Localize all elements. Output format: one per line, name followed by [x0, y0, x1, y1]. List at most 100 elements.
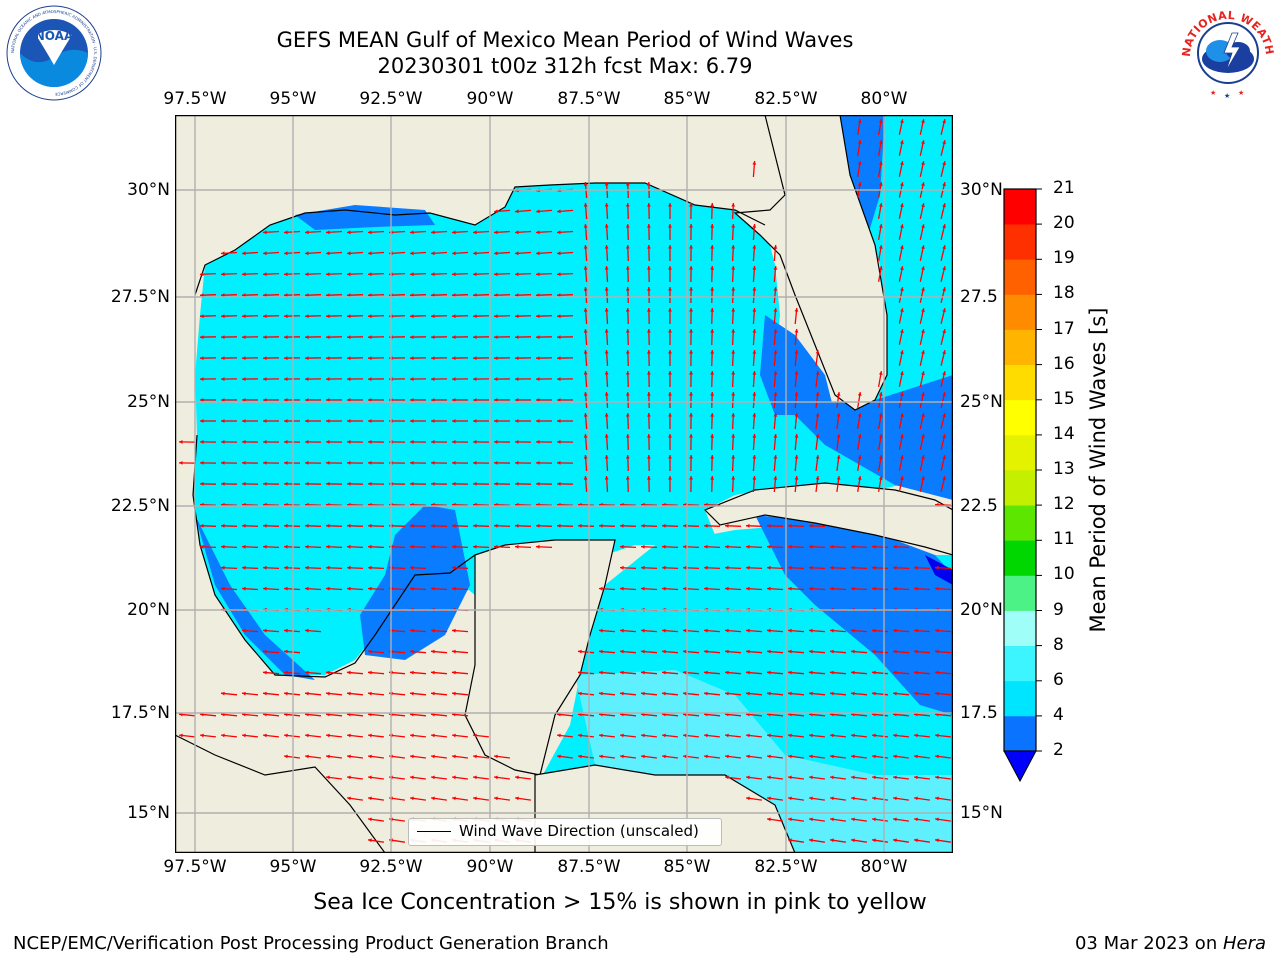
colorbar-tick-label: 4: [1053, 704, 1064, 725]
wind-arrow-head: [431, 335, 435, 339]
wind-arrow-head: [662, 523, 666, 528]
wind-arrow-head: [473, 272, 477, 277]
wind-arrow-head: [625, 224, 630, 228]
wind-arrow-head: [326, 398, 330, 402]
wind-arrow-head: [494, 523, 498, 528]
wind-arrow-head: [494, 377, 498, 381]
wind-arrow-head: [893, 565, 897, 570]
wind-arrow-head: [305, 670, 309, 675]
wind-arrow-head: [921, 224, 925, 228]
wind-arrow-head: [942, 266, 946, 271]
wind-arrow-head: [704, 733, 708, 738]
lon-label: 85°W: [663, 857, 711, 877]
wind-arrow-head: [851, 796, 855, 801]
wind-arrow-head: [452, 419, 456, 423]
wind-arrow-head: [668, 329, 672, 333]
wind-arrow-head: [731, 287, 736, 291]
wind-arrow-head: [452, 586, 456, 591]
wind-arrow-head: [872, 628, 876, 633]
wind-arrow-head: [900, 119, 904, 123]
colorbar-block: [1004, 399, 1036, 436]
wind-arrow-head: [583, 392, 588, 396]
wind-arrow-head: [668, 413, 672, 417]
wind-arrow-head: [788, 838, 792, 843]
wind-arrow-head: [410, 775, 414, 780]
wind-arrow-head: [878, 455, 883, 459]
wind-arrow-head: [647, 203, 651, 207]
wind-arrow-head: [725, 733, 729, 738]
wind-arrow-head: [263, 482, 267, 486]
wind-arrow-head: [900, 476, 904, 480]
wind-arrow-head: [942, 224, 946, 229]
wind-arrow-head: [725, 586, 729, 591]
wind-arrow-head: [557, 230, 561, 235]
wind-arrow-head: [221, 544, 225, 549]
wind-arrow-head: [284, 754, 288, 759]
wind-arrow-head: [578, 670, 582, 675]
wind-arrow-head: [625, 287, 630, 291]
colorbar-block: [1004, 575, 1036, 611]
wind-arrow-head: [557, 754, 561, 759]
wind-arrow-head: [368, 356, 372, 360]
ice-note: Sea Ice Concentration > 15% is shown in …: [313, 890, 927, 915]
wind-arrow-head: [263, 461, 267, 465]
wind-arrow-head: [410, 691, 414, 696]
wind-arrow-head: [263, 398, 267, 402]
wind-arrow-head: [893, 838, 897, 843]
wind-arrow-head: [935, 586, 939, 591]
wind-arrow-head: [620, 733, 624, 738]
wind-arrow-head: [942, 350, 946, 355]
lat-label: 20°N: [127, 600, 170, 620]
wind-arrow-head: [326, 230, 330, 235]
colorbar-tick-label: 8: [1053, 634, 1064, 655]
wind-arrow-head: [557, 356, 561, 360]
svg-text:★: ★: [1210, 89, 1216, 97]
colorbar-tick-label: 2: [1053, 740, 1064, 760]
wind-arrow-head: [368, 230, 372, 235]
wind-arrow-head: [452, 272, 456, 277]
wind-arrow-head: [668, 203, 672, 207]
wind-arrow-head: [641, 628, 645, 633]
colorbar: [1003, 188, 1042, 783]
wind-arrow-head: [242, 314, 246, 319]
colorbar-tick-label: 9: [1053, 599, 1064, 620]
wind-arrow-head: [536, 293, 540, 298]
wind-arrow-head: [704, 649, 708, 654]
wind-arrow-head: [284, 733, 288, 738]
wind-arrow-head: [921, 371, 925, 375]
wind-arrow-head: [647, 182, 651, 186]
wind-arrow-head: [710, 371, 715, 375]
lon-label: 97.5°W: [163, 857, 227, 877]
wind-arrow-head: [515, 523, 519, 528]
wind-arrow-head: [815, 392, 820, 396]
wind-arrow-head: [242, 523, 246, 528]
wind-arrow-head: [221, 565, 225, 570]
lat-label: 30°N: [127, 180, 170, 200]
footer-branch: NCEP/EMC/Verification Post Processing Pr…: [13, 933, 609, 954]
wind-arrow-head: [942, 287, 946, 292]
colorbar-block: [1004, 364, 1036, 401]
wind-arrow-head: [431, 356, 435, 360]
wind-arrow-head: [731, 455, 736, 459]
colorbar-block: [1004, 715, 1036, 752]
wind-arrow-head: [515, 440, 519, 444]
wind-arrow-head: [662, 691, 666, 696]
wind-arrow-head: [942, 371, 946, 376]
wind-arrow-head: [410, 482, 414, 486]
wind-arrow-head: [604, 392, 609, 396]
caribbean-deep: [925, 555, 953, 585]
wind-arrow-head: [857, 182, 862, 186]
florida-land: [733, 115, 888, 411]
wind-arrow-head: [410, 314, 414, 319]
wind-arrow-head: [914, 586, 918, 591]
wind-arrow-head: [305, 440, 309, 444]
wind-arrow-head: [515, 209, 519, 214]
wind-arrow-head: [641, 754, 645, 759]
colorbar-extend-icon: [1003, 750, 1037, 783]
colorbar-block: [1004, 645, 1036, 682]
wind-arrow-head: [851, 628, 855, 633]
wind-arrow-head: [431, 733, 435, 738]
wind-arrow-head: [935, 754, 939, 759]
wind-arrow-head: [872, 838, 876, 843]
wind-arrow-head: [578, 691, 582, 696]
